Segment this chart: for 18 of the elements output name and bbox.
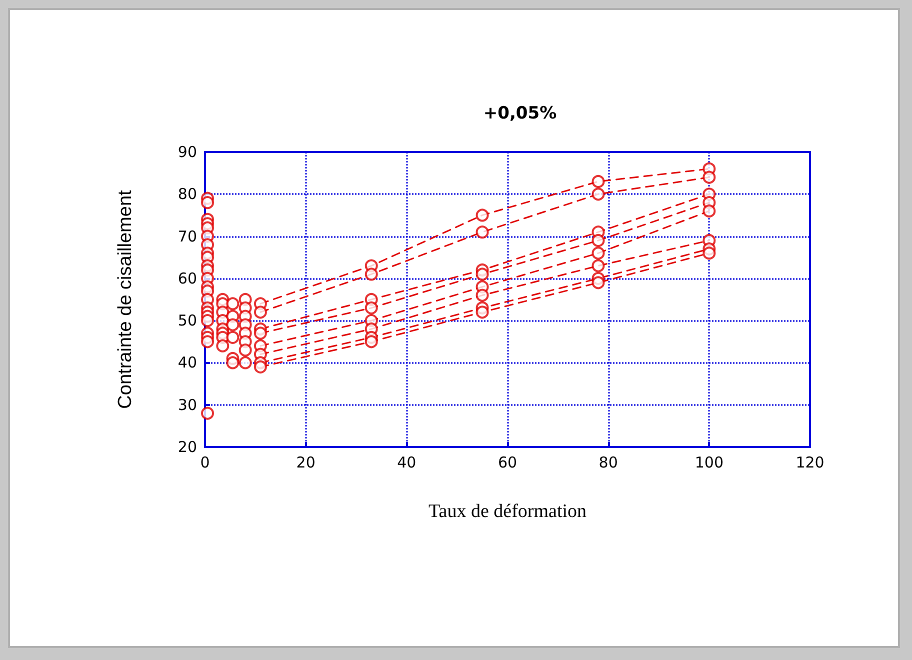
- y-tick-label: 90: [178, 143, 197, 161]
- y-tick-label: 60: [178, 269, 197, 288]
- x-tick-label: 100: [694, 454, 724, 472]
- y-tick-label: 20: [178, 438, 197, 456]
- y-tick-label: 50: [178, 312, 197, 330]
- x-tick-label: 0: [200, 454, 210, 472]
- x-axis-title: Taux de déformation: [428, 501, 587, 522]
- x-tick-label: 120: [796, 454, 824, 472]
- chart-title: +0,05%: [483, 104, 557, 124]
- y-tick-label: 30: [178, 396, 197, 414]
- y-tick-label: 80: [178, 185, 197, 204]
- x-tick-label: 60: [498, 454, 518, 472]
- x-tick-label: 80: [598, 454, 618, 472]
- x-tick-label: 20: [296, 454, 316, 472]
- x-tick-label: 40: [397, 454, 416, 472]
- y-axis-title: Contrainte de cisaillement: [115, 189, 136, 409]
- y-tick-label: 70: [178, 227, 197, 246]
- y-tick-label: 40: [178, 354, 197, 372]
